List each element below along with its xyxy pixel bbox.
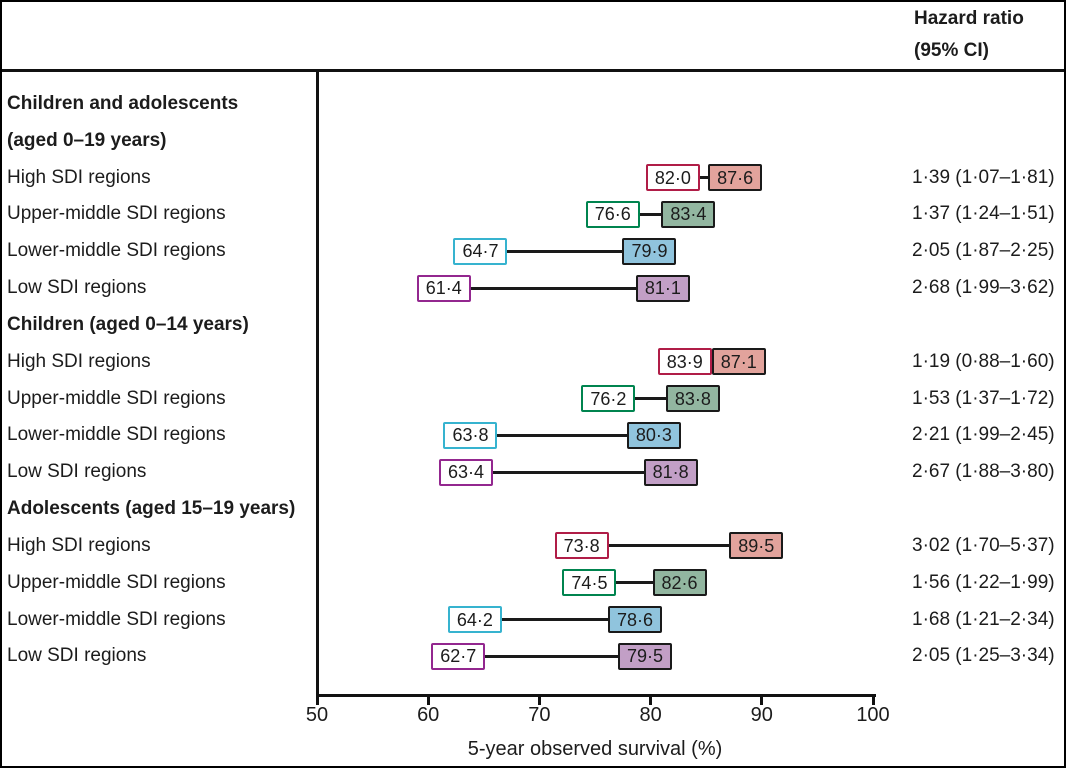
end-value-box: 81·8 (643, 458, 698, 486)
x-axis-tick-label: 90 (750, 704, 773, 726)
start-value-box: 64·7 (453, 237, 508, 265)
row-label: Low SDI regions (7, 645, 147, 667)
end-value-box: 87·1 (711, 348, 766, 376)
end-value-box: 82·6 (652, 569, 707, 597)
hazard-ratio-value: 2·05 (1·25–3·34) (912, 645, 1055, 667)
row-label: Upper-middle SDI regions (7, 203, 226, 225)
hazard-ratio-value: 1·39 (1·07–1·81) (912, 166, 1055, 188)
connector-line (458, 654, 646, 658)
x-axis-tick (871, 696, 875, 705)
connector-line (672, 176, 736, 180)
hazard-ratio-value: 1·37 (1·24–1·51) (912, 203, 1055, 225)
hazard-ratio-value: 1·68 (1·21–2·34) (912, 608, 1055, 630)
x-axis-tick-label: 100 (856, 704, 890, 726)
x-axis-line (316, 694, 876, 697)
row-label: Lower-middle SDI regions (7, 240, 226, 262)
end-value-box: 79·9 (622, 237, 677, 265)
x-axis-title: 5-year observed survival (%) (467, 738, 723, 760)
x-axis-tick (315, 696, 319, 705)
connector-line (474, 618, 636, 622)
connector-line (466, 470, 671, 474)
end-value-box: 87·6 (708, 164, 763, 192)
row-label: Lower-middle SDI regions (7, 608, 226, 630)
start-value-box: 76·2 (581, 385, 636, 413)
connector-line (608, 397, 693, 401)
end-value-box: 80·3 (626, 421, 681, 449)
x-axis-tick (649, 696, 653, 705)
row-label: Upper-middle SDI regions (7, 571, 226, 593)
end-value-box: 83·4 (661, 200, 716, 228)
hazard-ratio-value: 1·19 (0·88–1·60) (912, 350, 1055, 372)
row-label: High SDI regions (7, 350, 151, 372)
start-value-box: 62·7 (431, 642, 486, 670)
hazard-ratio-value: 1·53 (1·37–1·72) (912, 387, 1055, 409)
x-axis-tick-label: 80 (639, 704, 662, 726)
hazard-ratio-column-title-line1: Hazard ratio (914, 8, 1024, 29)
group-header-label: Adolescents (aged 15–19 years) (7, 498, 296, 520)
hazard-ratio-column-title-line2: (95% CI) (914, 40, 989, 61)
connector-line (612, 212, 689, 216)
row-label: Upper-middle SDI regions (7, 387, 226, 409)
hazard-ratio-value: 1·56 (1·22–1·99) (912, 571, 1055, 593)
connector-line (470, 433, 654, 437)
x-axis-tick-label: 50 (305, 704, 329, 726)
hazard-ratio-value: 2·67 (1·88–3·80) (912, 461, 1055, 483)
hazard-ratio-value: 2·21 (1·99–2·45) (912, 424, 1055, 446)
group-header-label: Children (aged 0–14 years) (7, 313, 249, 335)
row-label: Low SDI regions (7, 277, 147, 299)
connector-line (589, 581, 680, 585)
row-label: Lower-middle SDI regions (7, 424, 226, 446)
start-value-box: 63·4 (439, 458, 493, 486)
plot-left-axis-line (316, 72, 319, 697)
start-value-box: 61·4 (416, 274, 471, 302)
connector-line (480, 249, 650, 253)
end-value-box: 89·5 (729, 532, 784, 560)
connector-line (443, 286, 663, 290)
end-value-box: 81·1 (635, 274, 690, 302)
connector-line (581, 544, 757, 548)
start-value-box: 76·6 (585, 200, 640, 228)
end-value-box: 78·6 (608, 606, 663, 634)
x-axis-tick (426, 696, 430, 705)
start-value-box: 82·0 (645, 164, 700, 192)
header-separator-line (2, 69, 1064, 72)
group-header-label: (aged 0–19 years) (7, 129, 167, 151)
hazard-ratio-value: 2·05 (1·87–2·25) (912, 240, 1055, 262)
x-axis-tick (760, 696, 764, 705)
end-value-box: 79·5 (618, 642, 673, 670)
x-axis-tick-label: 70 (528, 704, 551, 726)
x-axis-tick-label: 60 (417, 704, 440, 726)
start-value-box: 73·8 (554, 532, 609, 560)
x-axis-tick (537, 696, 541, 705)
row-label: High SDI regions (7, 534, 151, 556)
hazard-ratio-value: 2·68 (1·99–3·62) (912, 277, 1055, 299)
hazard-ratio-value: 3·02 (1·70–5·37) (912, 534, 1055, 556)
start-value-box: 74·5 (562, 569, 617, 597)
row-label: High SDI regions (7, 166, 151, 188)
end-value-box: 83·8 (665, 385, 720, 413)
row-label: Low SDI regions (7, 461, 147, 483)
group-header-label: Children and adolescents (7, 93, 239, 114)
start-value-box: 63·8 (443, 421, 498, 449)
start-value-box: 83·9 (657, 348, 712, 376)
start-value-box: 64·2 (447, 606, 502, 634)
